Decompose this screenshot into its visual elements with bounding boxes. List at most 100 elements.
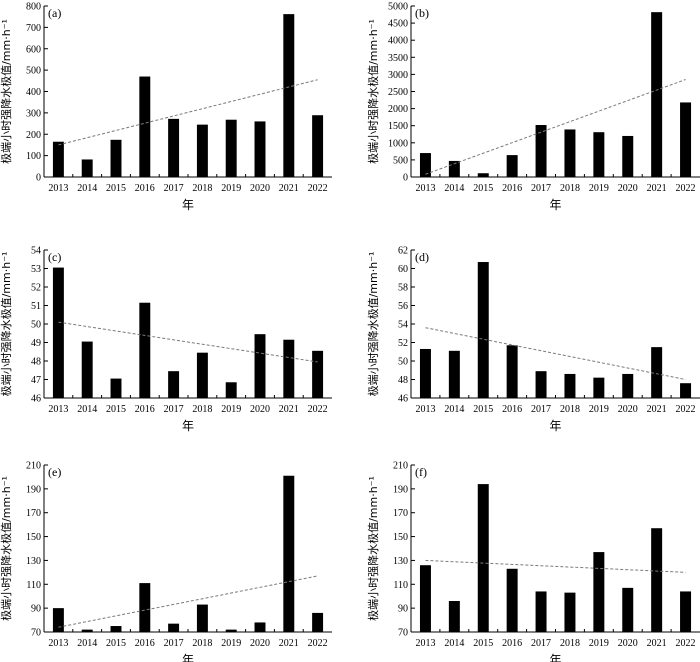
x-tick-label: 2015 bbox=[106, 183, 126, 194]
bar bbox=[680, 591, 692, 632]
bar bbox=[448, 350, 460, 398]
y-tick-label: 50 bbox=[31, 320, 41, 331]
bar bbox=[110, 378, 122, 398]
bar bbox=[81, 341, 93, 398]
bar bbox=[196, 124, 208, 177]
x-tick-label: 2017 bbox=[531, 183, 551, 194]
y-tick-label: 190 bbox=[26, 484, 41, 495]
x-tick-label: 2014 bbox=[77, 183, 97, 194]
bar bbox=[593, 552, 605, 632]
x-tick-label: 2019 bbox=[221, 404, 241, 415]
x-tick-label: 2014 bbox=[444, 404, 464, 415]
panel-label: (c) bbox=[48, 250, 61, 264]
x-tick-label: 2021 bbox=[647, 638, 667, 649]
x-tick-label: 2017 bbox=[164, 183, 184, 194]
x-tick-label: 2019 bbox=[589, 404, 609, 415]
y-tick-label: 0 bbox=[403, 173, 408, 184]
x-tick-label: 2013 bbox=[415, 404, 435, 415]
x-tick-label: 2016 bbox=[502, 638, 522, 649]
x-axis-label: 年 bbox=[182, 198, 194, 212]
x-tick-label: 2018 bbox=[560, 404, 580, 415]
panel-label: (f) bbox=[415, 465, 427, 479]
bar bbox=[622, 373, 634, 398]
bar bbox=[254, 121, 266, 177]
x-axis-label: 年 bbox=[549, 419, 561, 433]
x-axis-label: 年 bbox=[549, 198, 561, 212]
x-tick-label: 2022 bbox=[308, 638, 328, 649]
x-tick-label: 2022 bbox=[676, 183, 696, 194]
x-tick-label: 2022 bbox=[308, 404, 328, 415]
bar bbox=[312, 612, 324, 632]
x-tick-label: 2015 bbox=[106, 404, 126, 415]
x-tick-label: 2018 bbox=[192, 638, 212, 649]
bar bbox=[651, 347, 663, 398]
y-tick-label: 190 bbox=[393, 484, 408, 495]
bar bbox=[506, 568, 518, 632]
x-tick-label: 2020 bbox=[618, 638, 638, 649]
y-tick-label: 400 bbox=[26, 87, 41, 98]
bar bbox=[680, 102, 692, 177]
bar bbox=[564, 373, 576, 398]
x-tick-label: 2013 bbox=[48, 183, 68, 194]
trend-line bbox=[58, 575, 318, 628]
chart-panel-c: 46 47 48 49 50 51 52 53 54 2013 2014 2015 2016 2017 20… bbox=[0, 246, 332, 433]
bar bbox=[52, 608, 64, 632]
y-tick-label: 5000 bbox=[388, 2, 408, 13]
x-axis-label: 年 bbox=[182, 653, 194, 662]
x-tick-label: 2013 bbox=[415, 183, 435, 194]
bar bbox=[477, 484, 489, 632]
bar bbox=[419, 153, 431, 177]
y-tick-label: 50 bbox=[398, 357, 408, 368]
bar bbox=[254, 334, 266, 398]
bar bbox=[110, 626, 122, 632]
x-tick-label: 2018 bbox=[560, 183, 580, 194]
y-axis-label: 极端小时强降水极值/mm·h⁻¹ bbox=[366, 19, 380, 164]
bar bbox=[225, 629, 237, 632]
x-tick-label: 2021 bbox=[279, 183, 299, 194]
y-tick-label: 100 bbox=[26, 151, 41, 162]
y-axis-label: 极端小时强降水极值/mm·h⁻¹ bbox=[366, 476, 380, 621]
bar bbox=[196, 604, 208, 632]
x-tick-label: 2015 bbox=[473, 404, 493, 415]
y-tick-label: 90 bbox=[398, 604, 408, 615]
y-tick-label: 3000 bbox=[388, 70, 408, 81]
y-axis-label: 极端小时强降水极值/mm·h⁻¹ bbox=[0, 476, 13, 621]
x-tick-label: 2019 bbox=[221, 183, 241, 194]
y-tick-label: 210 bbox=[26, 461, 41, 472]
bar bbox=[448, 160, 460, 177]
y-tick-label: 200 bbox=[26, 130, 41, 141]
y-tick-label: 53 bbox=[31, 264, 41, 275]
bar bbox=[283, 14, 295, 178]
y-tick-label: 2000 bbox=[388, 104, 408, 115]
y-tick-label: 70 bbox=[398, 628, 408, 639]
bar bbox=[419, 565, 431, 632]
bar bbox=[593, 377, 605, 398]
bar bbox=[564, 592, 576, 632]
bar bbox=[448, 600, 460, 632]
y-tick-label: 3500 bbox=[388, 53, 408, 64]
x-tick-label: 2015 bbox=[106, 638, 126, 649]
x-tick-label: 2018 bbox=[192, 183, 212, 194]
x-tick-label: 2017 bbox=[164, 638, 184, 649]
panel-label: (d) bbox=[415, 250, 429, 264]
x-tick-label: 2022 bbox=[676, 638, 696, 649]
y-tick-label: 600 bbox=[26, 44, 41, 55]
x-tick-label: 2014 bbox=[77, 404, 97, 415]
x-tick-label: 2021 bbox=[647, 404, 667, 415]
x-tick-label: 2017 bbox=[531, 638, 551, 649]
x-tick-label: 2019 bbox=[221, 638, 241, 649]
bar bbox=[52, 267, 64, 398]
trend-line bbox=[425, 559, 686, 573]
bar bbox=[283, 339, 295, 398]
x-tick-label: 2020 bbox=[618, 404, 638, 415]
x-tick-label: 2014 bbox=[444, 638, 464, 649]
x-tick-label: 2016 bbox=[502, 404, 522, 415]
y-tick-label: 52 bbox=[398, 338, 408, 349]
y-tick-label: 0 bbox=[36, 173, 41, 184]
y-axis-label: 极端小时强降水极值/mm·h⁻¹ bbox=[366, 252, 380, 397]
x-tick-label: 2020 bbox=[618, 183, 638, 194]
bar bbox=[535, 591, 547, 632]
x-tick-label: 2015 bbox=[473, 638, 493, 649]
y-tick-label: 62 bbox=[398, 246, 408, 257]
